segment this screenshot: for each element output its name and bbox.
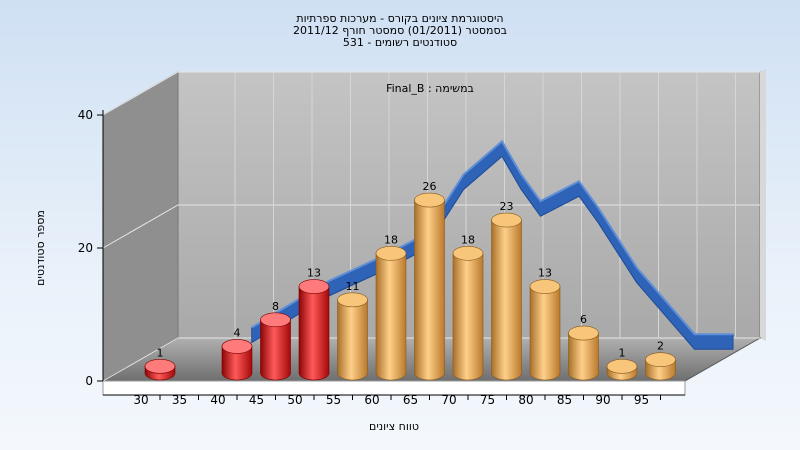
bar-value-label: 1 bbox=[157, 346, 164, 359]
bar-cap bbox=[298, 279, 330, 294]
chart-title-line-1: היסטוגרמת ציונים בקורס - מערכות ספרתיות bbox=[296, 12, 503, 25]
bar-body bbox=[298, 286, 330, 381]
bar-value-label: 18 bbox=[384, 233, 398, 246]
bar-cap bbox=[491, 212, 522, 228]
bar-cap bbox=[375, 246, 407, 261]
bar bbox=[375, 246, 407, 381]
bar-value-label: 4 bbox=[234, 326, 241, 339]
bar bbox=[606, 359, 638, 381]
bar-body bbox=[260, 319, 291, 381]
bar-body bbox=[375, 253, 407, 381]
x-tick-label: 45 bbox=[249, 393, 264, 407]
bar-value-label: 13 bbox=[307, 267, 321, 280]
x-tick-label: 85 bbox=[557, 393, 572, 407]
bar bbox=[645, 352, 676, 381]
y-tick-label: 20 bbox=[78, 241, 93, 255]
bar-value-label: 1 bbox=[619, 346, 626, 359]
tick-labels: 30 35 40 45 50 55 60 65 70 75 80 85 90 95 bbox=[133, 393, 661, 407]
bar-value-label: 11 bbox=[346, 280, 360, 293]
bar-value-label: 13 bbox=[538, 267, 552, 280]
bar-body bbox=[337, 299, 368, 381]
value-labels: 1 4 8 13 11 18 26 18 23 13 6 1 2 bbox=[157, 180, 665, 359]
x-axis-label: טווח ציונים bbox=[369, 420, 419, 433]
bar-value-label: 2 bbox=[657, 340, 664, 353]
bar bbox=[260, 312, 291, 381]
bar-cap bbox=[260, 312, 291, 328]
x-tick-label: 40 bbox=[210, 393, 225, 407]
y-tick-label: 0 bbox=[85, 374, 93, 388]
bar-value-label: 18 bbox=[461, 233, 475, 246]
x-tick-label: 75 bbox=[480, 393, 495, 407]
bar bbox=[414, 192, 445, 381]
bar-body bbox=[414, 199, 445, 381]
x-tick-label: 30 bbox=[133, 393, 148, 407]
x-tick-label: 90 bbox=[595, 393, 610, 407]
x-tick-label: 65 bbox=[403, 393, 418, 407]
bar-value-label: 23 bbox=[500, 200, 514, 213]
bar-value-label: 6 bbox=[580, 313, 587, 326]
bar-body bbox=[221, 346, 253, 381]
bar-value-label: 26 bbox=[423, 180, 437, 193]
y-gridline bbox=[102, 71, 760, 116]
bar-value-label: 8 bbox=[272, 300, 279, 313]
bar-cap bbox=[414, 192, 445, 208]
x-tick-label: 55 bbox=[326, 393, 341, 407]
bar-body bbox=[491, 219, 522, 381]
x-tick-label: 50 bbox=[287, 393, 302, 407]
x-tick-label: 95 bbox=[634, 393, 649, 407]
y-gridline bbox=[102, 337, 760, 382]
bar bbox=[221, 339, 253, 381]
bar bbox=[529, 279, 561, 381]
bar-body bbox=[529, 286, 561, 381]
x-tick-label: 60 bbox=[364, 393, 379, 407]
gridlines bbox=[102, 71, 760, 382]
bar-body bbox=[452, 253, 484, 381]
bar-cap bbox=[337, 292, 368, 308]
bar-cap bbox=[144, 359, 176, 374]
y-tick-label: 40 bbox=[78, 108, 93, 122]
bar-body bbox=[568, 332, 599, 381]
x-tick-label: 70 bbox=[441, 393, 456, 407]
bar bbox=[452, 246, 484, 381]
bar bbox=[298, 279, 330, 381]
axes: 0 20 40 bbox=[78, 108, 685, 396]
bar bbox=[491, 212, 522, 381]
bar bbox=[144, 359, 176, 381]
bar bbox=[337, 292, 368, 381]
y-axis-label: מספר סטודנטים bbox=[34, 210, 47, 286]
y-gridline bbox=[102, 204, 760, 249]
bar-cap bbox=[568, 325, 599, 341]
bar-cap bbox=[221, 339, 253, 354]
chart-title-line-3: סטודנטים רשומים - 531 bbox=[343, 36, 457, 49]
bars bbox=[144, 192, 676, 381]
bar-cap bbox=[645, 352, 676, 368]
right-edge-wall bbox=[760, 69, 766, 341]
x-tick-label: 80 bbox=[518, 393, 533, 407]
bar-cap bbox=[529, 279, 561, 294]
bar-cap bbox=[606, 359, 638, 374]
bar bbox=[568, 325, 599, 381]
chart-title-line-2: בסמסטר (01/2011) סמסטר חורף 2011/12 bbox=[293, 24, 507, 37]
x-tick-label: 35 bbox=[172, 393, 187, 407]
bar-cap bbox=[452, 246, 484, 261]
chart-subtitle: במשימה : Final_B bbox=[386, 82, 474, 95]
